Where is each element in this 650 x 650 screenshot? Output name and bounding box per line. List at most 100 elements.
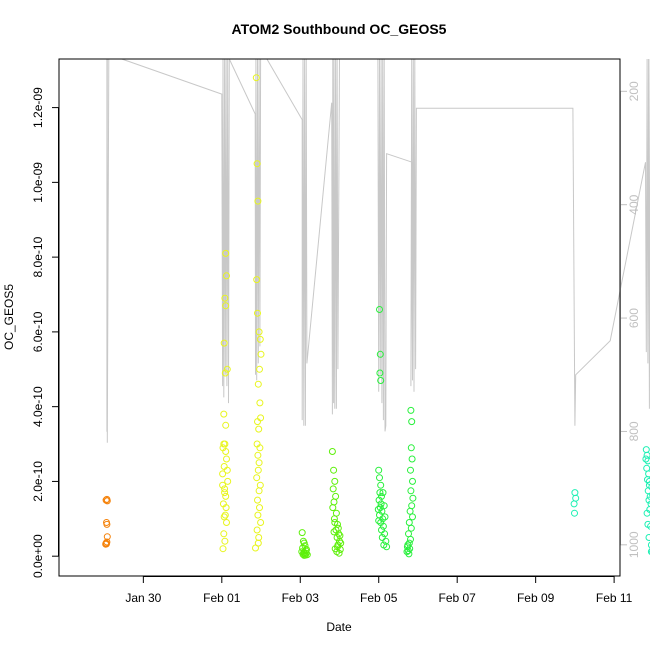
data-point — [256, 444, 264, 452]
data-point — [256, 481, 264, 489]
x-axis-label: Date — [326, 620, 352, 634]
data-point — [648, 547, 650, 554]
plot-frame — [58, 58, 621, 577]
data-point — [332, 509, 340, 517]
data-point — [331, 477, 339, 485]
data-point — [255, 534, 263, 541]
y-tick-label: 1.0e-09 — [31, 162, 45, 203]
right-axis-tick-label: 400 — [627, 194, 641, 214]
data-point — [376, 350, 384, 358]
data-point — [644, 457, 650, 465]
data-point — [220, 440, 228, 448]
data-point — [253, 526, 261, 534]
data-point — [643, 464, 650, 472]
data-point — [330, 466, 338, 474]
data-point — [379, 489, 387, 497]
data-point — [645, 534, 650, 541]
data-point — [570, 500, 578, 508]
x-tick-label: Feb 11 — [596, 591, 633, 605]
data-point — [102, 540, 110, 548]
data-point — [647, 541, 650, 549]
data-point — [223, 272, 230, 280]
y-tick-label: 8.0e-10 — [31, 236, 45, 277]
data-point — [220, 339, 228, 347]
right-axis-tick-label: 800 — [627, 421, 641, 441]
data-point — [378, 534, 386, 541]
data-point — [252, 74, 260, 82]
x-tick-label: Feb 09 — [517, 591, 555, 605]
data-point — [571, 489, 579, 497]
data-point — [648, 483, 650, 491]
data-point — [220, 410, 228, 418]
data-point — [331, 519, 339, 526]
data-point — [334, 543, 341, 551]
data-point — [643, 509, 650, 517]
data-point — [220, 530, 228, 538]
data-point — [222, 492, 230, 500]
data-point — [222, 249, 230, 257]
pressure-profile — [106, 58, 650, 443]
data-point — [407, 406, 415, 414]
data-point — [375, 466, 383, 474]
data-point — [642, 455, 650, 463]
data-point — [329, 504, 337, 512]
data-point — [409, 513, 416, 521]
data-point — [254, 511, 262, 519]
data-point — [405, 539, 413, 547]
data-point — [330, 515, 338, 523]
data-point — [647, 548, 650, 555]
data-point — [378, 526, 385, 534]
y-tick-label: 1.2e-09 — [31, 87, 45, 128]
data-point — [254, 466, 262, 474]
data-point — [571, 509, 578, 517]
data-point — [403, 543, 411, 551]
data-point — [256, 504, 263, 512]
data-point — [255, 328, 263, 336]
data-point — [219, 470, 227, 478]
data-point — [376, 489, 384, 497]
data-point — [407, 444, 415, 452]
data-point — [643, 451, 650, 459]
right-axis-tick-label: 1000 — [627, 531, 641, 558]
data-point — [378, 492, 385, 500]
data-point — [254, 418, 261, 426]
data-point — [334, 524, 342, 532]
data-point — [381, 513, 389, 521]
data-point — [404, 547, 412, 555]
data-point — [383, 543, 391, 551]
data-point — [379, 522, 387, 530]
data-point — [645, 477, 650, 485]
x-tick-label: Feb 07 — [439, 591, 477, 605]
data-point — [103, 533, 111, 541]
data-point — [222, 302, 230, 310]
data-point — [222, 504, 230, 512]
data-point — [332, 492, 340, 500]
data-point — [301, 542, 309, 550]
data-point — [223, 519, 230, 526]
data-point — [328, 448, 336, 455]
data-point — [254, 451, 262, 459]
y-tick-label: 6.0e-10 — [31, 311, 45, 352]
data-point — [254, 309, 261, 317]
data-point — [407, 487, 415, 495]
data-point — [329, 485, 337, 493]
data-point — [330, 528, 338, 536]
data-point — [380, 502, 388, 510]
data-point — [222, 448, 230, 455]
data-point — [376, 504, 384, 512]
data-point — [223, 365, 231, 373]
data-point — [572, 494, 580, 502]
data-point — [381, 530, 389, 538]
data-point — [376, 369, 384, 377]
data-point — [405, 530, 412, 538]
data-point — [647, 522, 650, 530]
data-point — [298, 548, 306, 556]
data-point — [254, 197, 262, 205]
data-point — [255, 487, 263, 495]
data-point — [221, 511, 229, 519]
data-point — [377, 481, 385, 489]
x-tick-label: Feb 03 — [282, 591, 320, 605]
data-point — [407, 524, 415, 532]
chart-title: ATOM2 Southbound OC_GEOS5 — [232, 21, 447, 37]
